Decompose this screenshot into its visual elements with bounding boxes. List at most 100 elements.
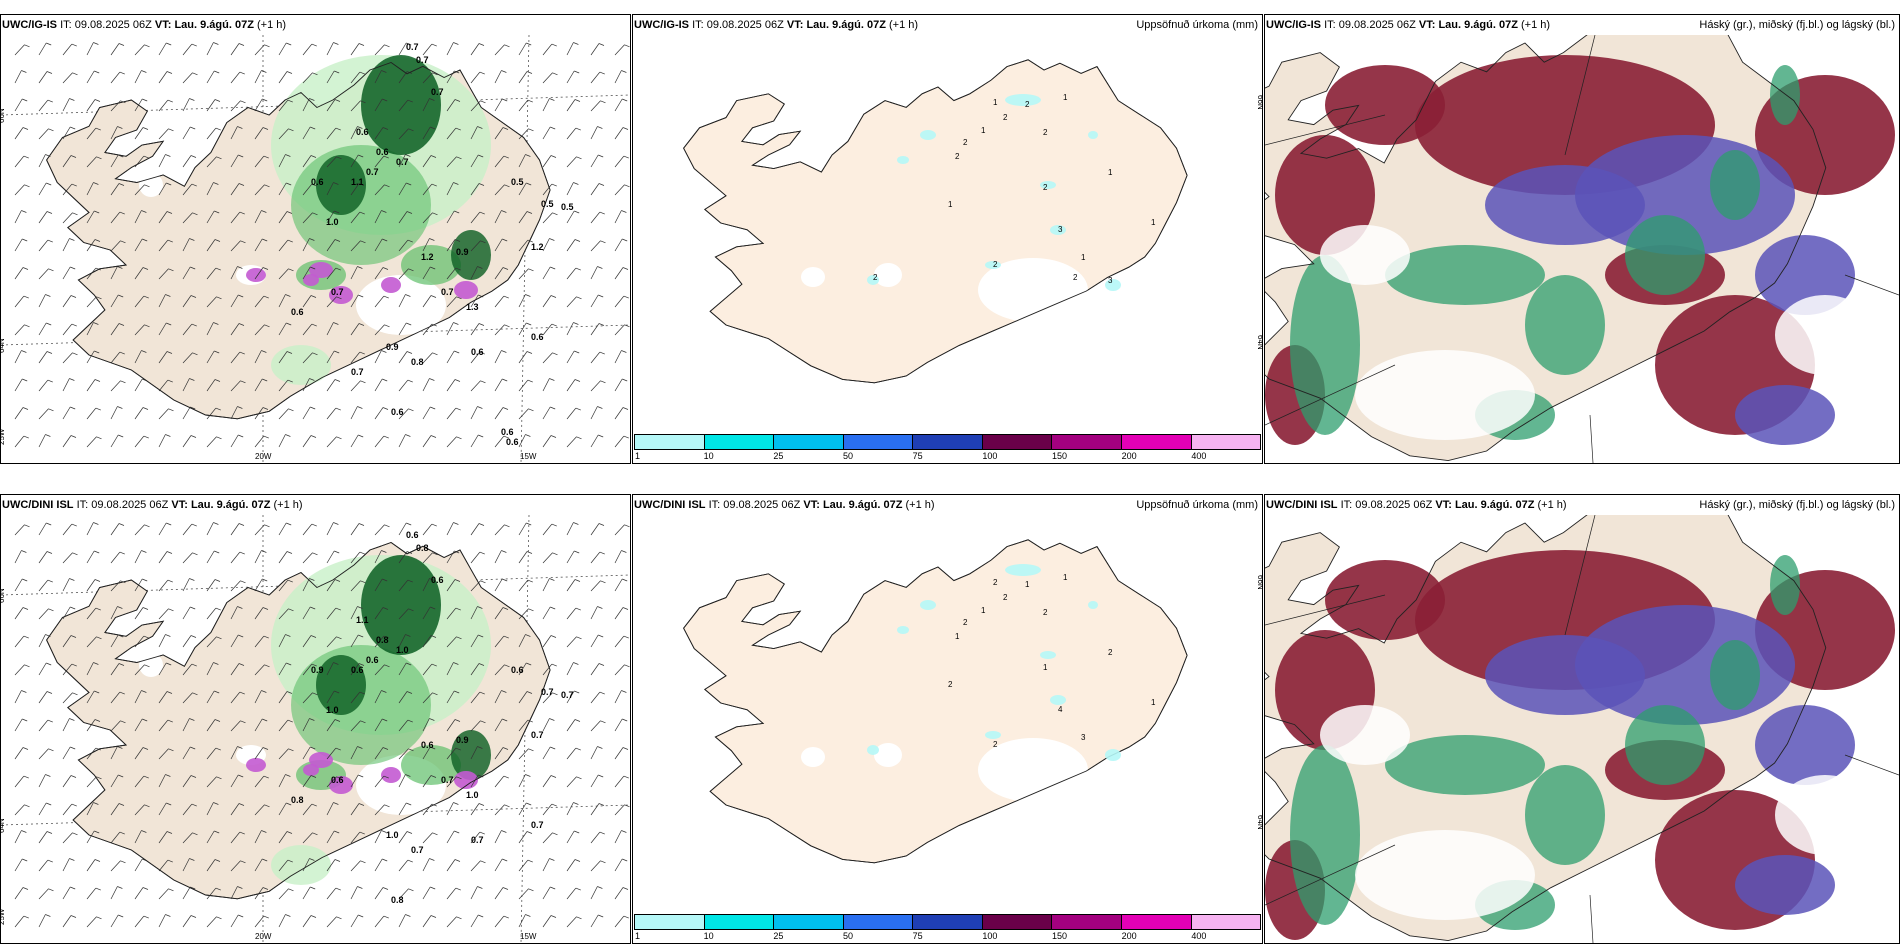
colorbar-tick-label: 10 bbox=[703, 931, 714, 941]
colorbar-swatch bbox=[1191, 435, 1261, 449]
colorbar-swatch bbox=[1052, 915, 1122, 929]
colorbar-ticks: 1 10 25 50 75 100 150 200 400 bbox=[634, 931, 1261, 943]
wind-value-label: 0.9 bbox=[386, 342, 399, 352]
colorbar-swatch bbox=[774, 435, 844, 449]
precip-value-label: 1 bbox=[981, 606, 986, 615]
colorbar-tick-label: 75 bbox=[912, 931, 923, 941]
colorbar-tick-label: 50 bbox=[843, 451, 854, 461]
colorbar-tick-label: 50 bbox=[843, 931, 854, 941]
wind-panel-top: UWC/IG-IS IT: 09.08.2025 06Z VT: Lau. 9.… bbox=[0, 14, 631, 464]
wind-value-label: 1.0 bbox=[466, 790, 479, 800]
panel-header: UWC/DINI ISL IT: 09.08.2025 06Z VT: Lau.… bbox=[634, 499, 935, 511]
panel-title: Háský (gr.), miðský (fj.bl.) og lágský (… bbox=[1699, 19, 1895, 31]
wind-value-label: 0.8 bbox=[291, 795, 304, 805]
lon-label: 20W bbox=[255, 452, 272, 461]
precip-value-label: 1 bbox=[1081, 253, 1086, 262]
wind-value-label: 0.7 bbox=[561, 690, 574, 700]
wind-value-label: 1.2 bbox=[421, 252, 434, 262]
panel-header: UWC/IG-IS IT: 09.08.2025 06Z VT: Lau. 9.… bbox=[2, 19, 287, 31]
wind-value-label: 0.7 bbox=[331, 287, 344, 297]
wind-value-label: 0.8 bbox=[391, 895, 404, 905]
colorbar-swatch bbox=[1121, 435, 1192, 449]
wind-value-label: 0.7 bbox=[406, 42, 419, 52]
colorbar-tick-label: 150 bbox=[1052, 931, 1068, 941]
precip-value-label: 2 bbox=[948, 680, 953, 689]
colorbar-swatch bbox=[843, 435, 914, 449]
lon-label: 15W bbox=[520, 452, 537, 461]
wind-value-label: 0.6 bbox=[356, 127, 369, 137]
colorbar-swatch bbox=[843, 915, 914, 929]
wind-value-label: 1.1 bbox=[356, 615, 369, 625]
precip-value-label: 1 bbox=[955, 632, 960, 641]
colorbar-swatch bbox=[982, 435, 1053, 449]
precip-value-label: 1 bbox=[1151, 218, 1156, 227]
colorbar-tick-label: 400 bbox=[1191, 931, 1207, 941]
precip-panel-top: UWC/IG-IS IT: 09.08.2025 06Z VT: Lau. 9.… bbox=[632, 14, 1263, 464]
precip-value-label: 2 bbox=[1003, 113, 1008, 122]
wind-value-label: 0.7 bbox=[416, 55, 429, 65]
precip-value-label: 3 bbox=[1108, 276, 1113, 285]
wind-map: 0.70.70.70.60.60.70.50.90.71.30.50.50.71… bbox=[1, 35, 630, 463]
wind-value-label: 0.7 bbox=[366, 167, 379, 177]
colorbar-swatch bbox=[704, 435, 775, 449]
colorbar-swatch bbox=[913, 915, 983, 929]
wind-value-label: 0.6 bbox=[431, 575, 444, 585]
wind-value-label: 0.8 bbox=[376, 635, 389, 645]
wind-value-label: 0.9 bbox=[456, 735, 469, 745]
panel-title: Háský (gr.), miðský (fj.bl.) og lágský (… bbox=[1699, 499, 1895, 511]
colorbar-tick-label: 25 bbox=[773, 931, 784, 941]
colorbar-tick-label: 75 bbox=[912, 451, 923, 461]
wind-value-label: 0.7 bbox=[351, 367, 364, 377]
colorbar-ticks: 1 10 25 50 75 100 150 200 400 bbox=[634, 451, 1261, 463]
precip-value-label: 2 bbox=[963, 618, 968, 627]
precip-value-label: 2 bbox=[1108, 648, 1113, 657]
lat-label: 64N bbox=[1, 338, 6, 353]
precip-value-label: 1 bbox=[993, 98, 998, 107]
colorbar-swatch bbox=[982, 915, 1053, 929]
wind-value-label: 0.8 bbox=[411, 357, 424, 367]
colorbar-tick-label: 200 bbox=[1121, 451, 1137, 461]
colorbar-swatch bbox=[1191, 915, 1261, 929]
cloud-map bbox=[1265, 515, 1899, 943]
wind-value-label: 0.8 bbox=[416, 543, 429, 553]
colorbar-swatch bbox=[635, 435, 705, 449]
precip-value-label: 2 bbox=[993, 260, 998, 269]
wind-value-label: 1.1 bbox=[351, 177, 364, 187]
precip-value-label: 2 bbox=[1043, 608, 1048, 617]
wind-value-label: 0.7 bbox=[541, 687, 554, 697]
panel-title: Uppsöfnuð úrkoma (mm) bbox=[1136, 19, 1258, 31]
precip-colorbar bbox=[634, 434, 1261, 450]
lon-label: 25W bbox=[1, 428, 6, 445]
wind-value-label: 0.6 bbox=[501, 427, 514, 437]
precip-value-label: 2 bbox=[1003, 593, 1008, 602]
wind-value-label: 0.9 bbox=[311, 665, 324, 675]
colorbar-swatch bbox=[635, 915, 705, 929]
colorbar-swatch bbox=[704, 915, 775, 929]
wind-value-label: 0.7 bbox=[396, 157, 409, 167]
panel-header: UWC/DINI ISL IT: 09.08.2025 06Z VT: Lau.… bbox=[1266, 499, 1567, 511]
precip-value-label: 1 bbox=[981, 126, 986, 135]
colorbar-swatch bbox=[1121, 915, 1192, 929]
precip-value-label: 2 bbox=[993, 740, 998, 749]
wind-value-label: 0.6 bbox=[311, 177, 324, 187]
precip-value-label: 3 bbox=[1058, 225, 1063, 234]
panel-header: UWC/IG-IS IT: 09.08.2025 06Z VT: Lau. 9.… bbox=[1266, 19, 1551, 31]
wind-value-label: 0.7 bbox=[531, 730, 544, 740]
precip-value-label: 1 bbox=[1063, 93, 1068, 102]
lat-label: 66N bbox=[1256, 95, 1262, 110]
wind-value-label: 0.7 bbox=[531, 820, 544, 830]
precip-value-label: 2 bbox=[993, 578, 998, 587]
colorbar-swatch bbox=[1052, 435, 1122, 449]
wind-value-label: 0.6 bbox=[531, 332, 544, 342]
wind-value-label: 0.5 bbox=[511, 177, 524, 187]
colorbar-tick-label: 100 bbox=[982, 451, 998, 461]
wind-value-label: 0.6 bbox=[366, 655, 379, 665]
precip-value-label: 1 bbox=[1025, 580, 1030, 589]
colorbar-tick-label: 400 bbox=[1191, 451, 1207, 461]
wind-value-label: 0.7 bbox=[411, 845, 424, 855]
colorbar-tick-label: 1 bbox=[635, 451, 641, 461]
wind-value-label: 1.2 bbox=[531, 242, 544, 252]
wind-value-label: 0.6 bbox=[511, 665, 524, 675]
wind-value-label: 0.7 bbox=[431, 87, 444, 97]
